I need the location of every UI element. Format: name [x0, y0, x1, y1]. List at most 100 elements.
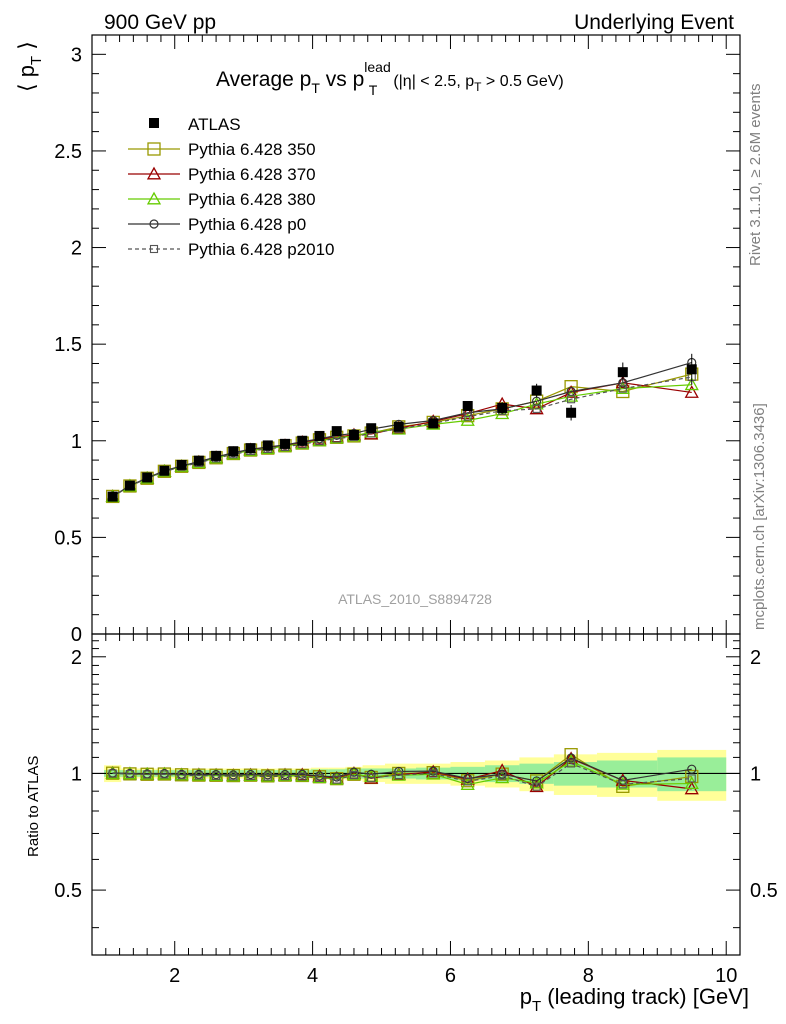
x-tick-label: 10 — [715, 965, 737, 987]
data-point — [176, 459, 187, 470]
data-point — [142, 472, 153, 483]
ratio-point-4 — [567, 759, 576, 768]
ratio-tick-label-left: 1 — [71, 763, 82, 785]
ratio-point-3 — [566, 753, 576, 763]
ratio-point-4 — [246, 772, 255, 781]
mc-point-4 — [532, 404, 541, 413]
ratio-point-4 — [125, 770, 134, 779]
xlabel-sub: T — [532, 998, 541, 1015]
data-point — [159, 465, 170, 476]
axes-group: 2 4 6 8 10 0.5 1 1.5 2 2.5 3 0 0.5 0.5 1 1 2 2 — [54, 34, 778, 987]
title-cuts-end: > 0.5 GeV) — [481, 73, 563, 90]
data-point — [428, 418, 439, 429]
mc-point-2 — [684, 377, 699, 391]
ratio-plot-frame — [91, 633, 741, 956]
main-series-group — [105, 353, 699, 504]
legend-marker-1 — [146, 166, 162, 180]
data-point — [107, 491, 118, 502]
ratio-tick-label-left: 0.5 — [54, 880, 82, 902]
ratio-point-4 — [143, 770, 152, 779]
mc-line-4 — [112, 376, 692, 498]
ylabel-main: ⟨ p — [14, 65, 39, 92]
mc-point-1 — [684, 385, 699, 398]
ylabel-rest: ⟩ — [14, 41, 39, 56]
data-point — [462, 400, 473, 411]
ratio-point-4 — [263, 772, 272, 781]
plot-title: Average pT vs plead T (|η| < 2.5, pT > 0.5… — [216, 59, 564, 98]
ratio-point-0 — [564, 748, 578, 762]
ratio-point-4 — [108, 769, 117, 778]
x-axis-label: pT (leading track) [GeV] — [520, 984, 749, 1015]
data-point — [366, 423, 377, 434]
data-point — [297, 435, 308, 446]
title-vs: vs p — [320, 68, 364, 91]
mcplots-label: mcplots.cern.ch [arXiv:1306.3436] — [751, 403, 768, 630]
ratio-point-4 — [349, 771, 359, 780]
legend: ATLAS Pythia 6.428 350 Pythia 6.428 370 Pyt… — [128, 115, 335, 259]
y-tick-label: 2 — [71, 238, 82, 260]
x-tick-label: 4 — [307, 965, 318, 987]
ratio-point-4 — [160, 770, 169, 779]
ratio-point-2 — [529, 775, 544, 789]
ratio-tick-label-right: 2 — [750, 647, 761, 669]
data-point — [228, 446, 239, 457]
legend-marker-0 — [147, 142, 161, 156]
y-tick-label: 3 — [71, 44, 82, 66]
data-point — [686, 364, 697, 375]
data-point — [331, 426, 342, 437]
ratio-point-4 — [298, 772, 307, 781]
legend-label-data: ATLAS — [188, 115, 241, 134]
ratio-point-3 — [532, 776, 542, 786]
title-sub1: T — [311, 80, 320, 96]
ratio-point-4 — [177, 771, 186, 780]
title-sub2: T — [369, 82, 378, 98]
data-point — [497, 402, 508, 413]
legend-label-2: Pythia 6.428 380 — [188, 190, 316, 209]
ratio-point-4 — [618, 780, 627, 789]
y-tick-label: 0.5 — [54, 527, 82, 549]
data-point — [531, 385, 542, 396]
legend-marker-4 — [149, 244, 159, 254]
y-axis-label: ⟨ pT ⟩ — [14, 41, 45, 92]
y-tick-label: 1.5 — [54, 334, 82, 356]
mc-line-1 — [112, 382, 692, 497]
x-tick-label: 8 — [583, 965, 594, 987]
data-point — [314, 430, 325, 441]
ratio-point-4 — [463, 777, 472, 786]
xlabel-rest: (leading track) [GeV] — [541, 984, 749, 1009]
data-point — [245, 443, 256, 454]
data-point — [280, 438, 291, 449]
y-tick-label-zero: 0 — [71, 624, 82, 646]
data-point — [566, 407, 577, 418]
ratio-point-4 — [315, 773, 324, 782]
data-point — [211, 450, 222, 461]
mc-point-4 — [463, 412, 472, 421]
y-tick-label: 2.5 — [54, 141, 82, 163]
legend-label-4: Pythia 6.428 p2010 — [188, 240, 335, 259]
x-tick-label: 2 — [169, 965, 180, 987]
ratio-line-4 — [112, 762, 692, 788]
ratio-y-axis-label: Ratio to ATLAS — [25, 756, 42, 857]
y-tick-label: 1 — [71, 431, 82, 453]
ratio-point-4 — [367, 773, 376, 782]
mc-line-2 — [112, 384, 692, 498]
data-point — [193, 455, 204, 466]
x-tick-label: 6 — [445, 965, 456, 987]
header-left-label: 900 GeV pp — [104, 11, 216, 34]
ratio-tick-label-left: 2 — [71, 647, 82, 669]
legend-label-3: Pythia 6.428 p0 — [188, 215, 306, 234]
data-point — [393, 421, 404, 432]
ratio-tick-label-right: 1 — [750, 763, 761, 785]
ratio-point-3 — [687, 764, 697, 774]
title-cuts-sub: T — [474, 80, 482, 94]
title-main: Average p — [216, 68, 311, 91]
ratio-point-4 — [194, 771, 203, 780]
mc-point-4 — [567, 395, 576, 404]
ratio-point-4 — [212, 771, 221, 780]
ratio-point-2 — [684, 776, 699, 790]
legend-label-0: Pythia 6.428 350 — [188, 140, 316, 159]
header-right-label: Underlying Event — [574, 11, 734, 34]
title-sup: lead — [364, 59, 390, 75]
ratio-point-4 — [429, 769, 438, 778]
data-point — [124, 480, 135, 491]
